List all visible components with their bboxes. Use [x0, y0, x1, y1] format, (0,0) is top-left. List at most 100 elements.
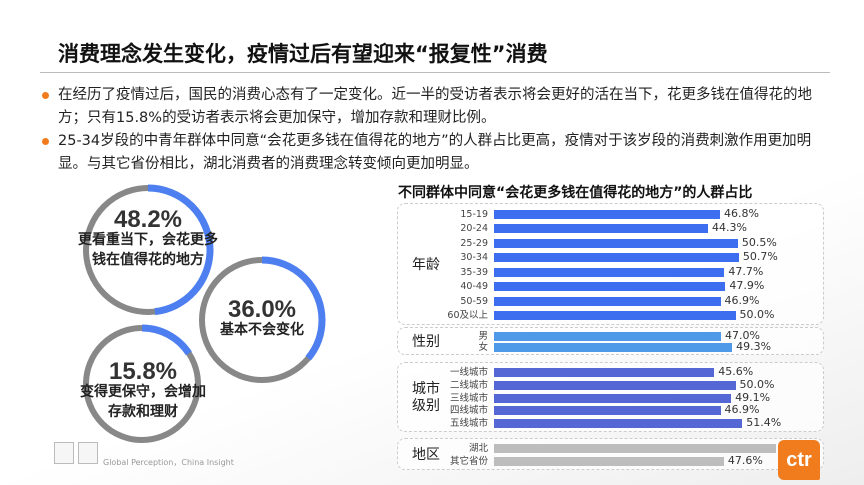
value-label: 50.7%: [742, 250, 778, 264]
bar: [494, 311, 736, 321]
category-label: 四线城市: [449, 405, 488, 417]
category-label: 男: [478, 331, 488, 342]
bar: [494, 209, 721, 219]
group-label: 年龄: [412, 256, 440, 273]
bar-row: 三线城市 49.1%: [398, 390, 823, 405]
bullet-2: 25-34岁段的中青年群体中同意“会花更多钱在值得花的地方”的人群占比更高，疫情…: [42, 130, 818, 176]
value-label: 46.9%: [724, 403, 760, 417]
bar-row: 四线城市 46.9%: [398, 403, 823, 417]
category-label: 一线城市: [449, 366, 488, 378]
category-label: 25-29: [460, 237, 488, 249]
bullet-1: 在经历了疫情过后，国民的消费心态有了一定变化。近一半的受访者表示将会更好的活在当…: [42, 84, 818, 130]
ring-caption: 基本不会变化: [220, 322, 304, 338]
value-label: 47.6%: [727, 454, 763, 467]
category-label: 二线城市: [449, 379, 488, 391]
bar: [494, 253, 739, 263]
bar: [494, 393, 732, 403]
category-label: 湖北: [468, 443, 488, 454]
ring-value: 36.0%: [227, 296, 297, 323]
ring-caption: 变得更保守，会增加存款和理财: [80, 384, 206, 420]
bar-row: 50-59 46.9%: [398, 293, 823, 308]
source-note: Global Perception，China Insight: [103, 458, 234, 467]
bar: [494, 380, 736, 390]
bar-row: 40-49 47.9%: [398, 279, 823, 293]
category-label: 其它省份: [449, 456, 488, 467]
ring-value: 48.2%: [113, 206, 183, 233]
category-label: 三线城市: [449, 392, 488, 404]
bar-row: 二线城市 50.0%: [398, 377, 823, 392]
bullet-text: 在经历了疫情过后，国民的消费心态有了一定变化。近一半的受访者表示将会更好的活在当…: [58, 87, 812, 126]
bar-row: 30-34 50.7%: [398, 250, 823, 264]
bar-row: 20-24 44.3%: [398, 221, 823, 235]
bar-row: 五线城市 51.4%: [398, 416, 823, 430]
value-label: 50.0%: [739, 377, 775, 391]
group-label: 城市 级别: [412, 381, 440, 414]
bar: [494, 267, 725, 277]
chart-group: 城市 级别 一线城市 45.6% 二线城市 50.0% 三线城市 49.1% 四线城市 46.9…: [397, 362, 824, 432]
bar-row: 35-39 47.7%: [398, 264, 823, 279]
category-label: 60及以上: [447, 310, 488, 322]
ring-value: 15.8%: [108, 358, 178, 385]
category-label: 40-49: [460, 281, 488, 293]
bullet-text: 25-34岁段的中青年群体中同意“会花更多钱在值得花的地方”的人群占比更高，疫情…: [58, 133, 812, 172]
chart-group: 年龄 15-19 46.8% 20-24 44.3% 25-29 50.5% 30-34 50.…: [397, 203, 824, 325]
bar-row: 15-19 46.8%: [398, 206, 823, 221]
category-label: 50-59: [460, 295, 488, 307]
category-label: 20-24: [460, 223, 488, 235]
bar: [494, 367, 715, 377]
ring-label: 36.0% 基本不会变化: [208, 296, 316, 340]
title-divider: [40, 72, 830, 73]
bar: [494, 282, 726, 292]
bar: [494, 457, 724, 466]
ring-fill: [82, 324, 202, 444]
bar-row: 男 47.0%: [398, 329, 823, 343]
value-label: 49.1%: [735, 390, 771, 404]
bar: [494, 238, 738, 248]
bar-row: 25-29 50.5%: [398, 236, 823, 250]
ctr-logo: ctr: [778, 440, 820, 480]
chart-group: 性别 男 47.0% 女 49.3%: [397, 327, 824, 355]
bar: [494, 332, 721, 341]
certification-logo: [54, 442, 74, 464]
certification-logo: [78, 442, 98, 464]
ring-chart: [198, 256, 326, 384]
ring-label: 48.2% 更看重当下，会花更多钱在值得花的地方: [74, 206, 222, 270]
ring-fill: [82, 184, 214, 316]
bar: [494, 343, 733, 352]
ring-chart: [82, 184, 214, 316]
category-label: 五线城市: [449, 418, 488, 430]
value-label: 49.3%: [736, 340, 772, 353]
category-label: 15-19: [460, 208, 488, 220]
ring-label: 15.8% 变得更保守，会增加存款和理财: [78, 358, 208, 422]
value-label: 50.0%: [739, 308, 775, 322]
value-label: 51.4%: [746, 416, 782, 430]
value-label: 46.9%: [724, 293, 760, 307]
bar: [494, 296, 721, 306]
value-label: 44.3%: [711, 221, 747, 235]
category-label: 30-34: [460, 252, 488, 264]
value-label: 47.9%: [729, 279, 765, 293]
bar: [494, 419, 743, 429]
group-label: 地区: [412, 446, 440, 463]
bar-row: 一线城市 45.6%: [398, 364, 823, 379]
value-label: 47.7%: [728, 264, 764, 278]
chart-title: 不同群体中同意“会花更多钱在值得花的地方”的人群占比: [398, 185, 753, 201]
bar-row: 女 49.3%: [398, 340, 823, 354]
ring-chart: [82, 324, 202, 444]
value-label: 47.0%: [725, 329, 760, 342]
bar: [494, 224, 708, 234]
ring-fill: [198, 256, 326, 384]
ring-caption: 更看重当下，会花更多钱在值得花的地方: [78, 232, 218, 268]
value-label: 45.6%: [718, 364, 754, 378]
bar: [494, 406, 721, 416]
bullet-dot-icon: [42, 92, 49, 99]
bar-row: 其它省份 47.6%: [398, 454, 823, 468]
value-label: 46.8%: [724, 206, 759, 220]
bar: [494, 444, 777, 453]
category-label: 女: [478, 342, 488, 353]
bullet-dot-icon: [42, 138, 49, 145]
group-label: 性别: [412, 333, 440, 350]
page-title: 消费理念发生变化，疫情过后有望迎来“报复性”消费: [58, 42, 548, 66]
category-label: 35-39: [460, 266, 488, 278]
